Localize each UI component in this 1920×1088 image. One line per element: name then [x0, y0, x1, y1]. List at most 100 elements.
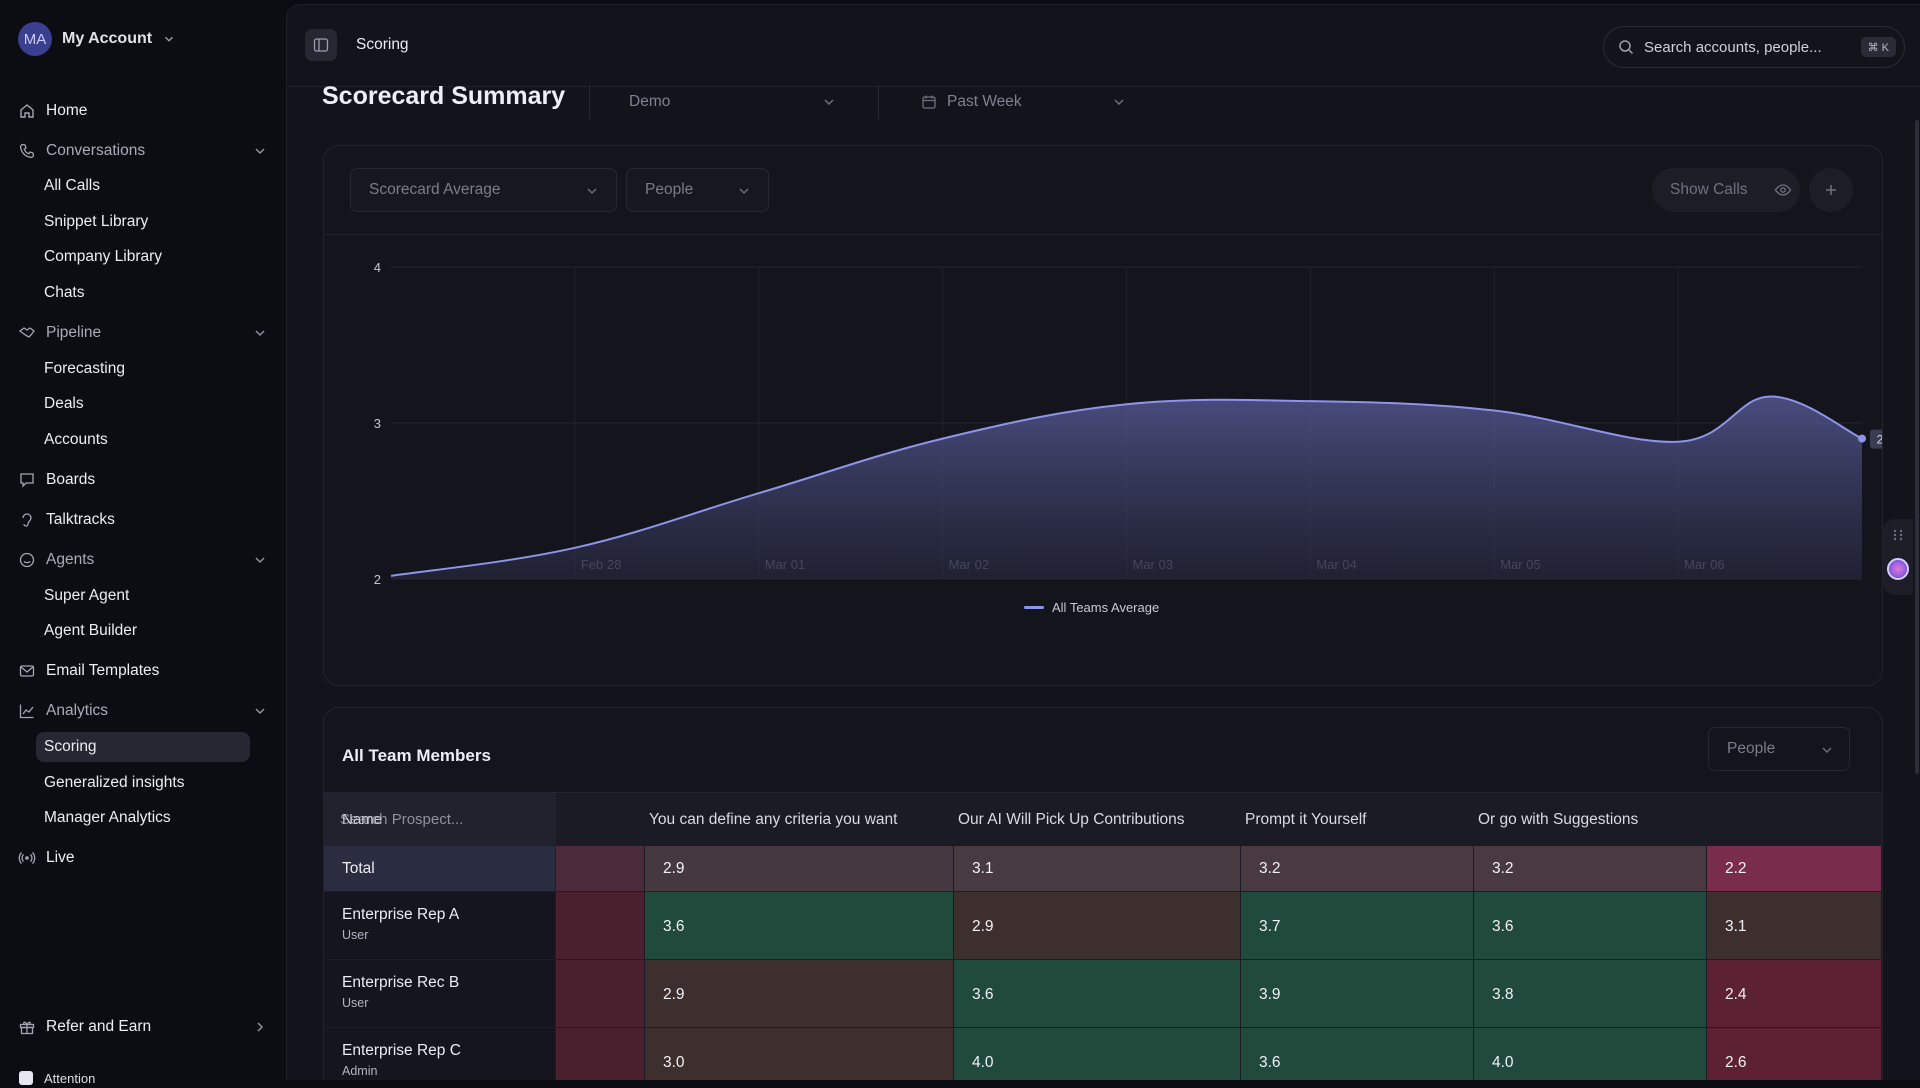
workspace-select-value: Demo — [629, 93, 671, 110]
score-cell[interactable]: 3.1 — [954, 846, 1241, 891]
data-label-badge — [1870, 429, 1882, 449]
chevron-down-icon — [165, 36, 174, 42]
sidebar-item-boards[interactable]: Boards — [18, 465, 268, 495]
member-role: User — [342, 928, 369, 942]
sidebar-section-label: Conversations — [46, 142, 146, 159]
sidebar-item-refer-and-earn[interactable]: Refer and Earn — [18, 1012, 268, 1042]
score-cell[interactable]: 4.0 — [954, 1028, 1241, 1080]
score-cell[interactable]: 2.9 — [954, 892, 1241, 959]
sidebar-item-chats[interactable]: Chats — [44, 284, 85, 301]
chevron-down-icon — [587, 188, 597, 195]
name-cell: Enterprise Rep C Admin — [324, 1028, 556, 1080]
score-cell[interactable] — [556, 846, 645, 891]
sidebar-section-pipeline[interactable]: Pipeline — [18, 318, 268, 348]
name-cell: Total — [324, 846, 556, 891]
score-cell[interactable]: 2.9 — [645, 960, 954, 1027]
sidebar-item-label: Boards — [46, 471, 96, 488]
metric-select[interactable]: Scorecard Average — [350, 168, 617, 212]
score-cell[interactable]: 3.2 — [1241, 846, 1474, 891]
table-row[interactable]: Enterprise Rep C Admin 3.0 4.0 3.6 4.0 2.6 — [324, 1028, 1882, 1080]
sidebar-section-analytics[interactable]: Analytics — [18, 696, 268, 726]
series-line[interactable] — [390, 395, 1863, 577]
sidebar-item-company-library[interactable]: Company Library — [44, 248, 163, 265]
name-search-placeholder: Search Prospect... — [340, 811, 464, 828]
column-header[interactable]: Or go with Suggestions — [1478, 811, 1639, 828]
sidebar-section-agents[interactable]: Agents — [18, 545, 268, 575]
smile-icon — [19, 552, 35, 568]
search-input[interactable]: Search accounts, people... ⌘ K — [1603, 26, 1905, 68]
sidebar-item-deals[interactable]: Deals — [44, 395, 84, 412]
sidebar-item-all-calls[interactable]: All Calls — [44, 177, 100, 194]
score-cell[interactable]: 4.0 — [1474, 1028, 1707, 1080]
score-cell[interactable]: 3.0 — [645, 1028, 954, 1080]
table-row-total[interactable]: Total 2.9 3.1 3.2 3.2 2.2 — [324, 846, 1882, 892]
score-value: 3.0 — [663, 1054, 685, 1071]
chevron-down-icon — [824, 99, 834, 106]
y-tick-label: 3 — [374, 416, 381, 431]
toggle-sidebar-button[interactable] — [305, 29, 337, 61]
drag-handle-icon — [1893, 529, 1903, 541]
score-cell[interactable] — [556, 892, 645, 959]
scrollbar[interactable] — [1915, 120, 1919, 774]
sidebar-item-forecasting[interactable]: Forecasting — [44, 360, 125, 377]
chevron-down-icon — [255, 708, 265, 715]
sidebar-item-talktracks[interactable]: Talktracks — [18, 505, 268, 535]
account-switcher[interactable]: MA My Account — [18, 21, 176, 57]
score-cell[interactable]: 3.1 — [1707, 892, 1882, 959]
score-cell[interactable]: 3.7 — [1241, 892, 1474, 959]
team-group-select[interactable]: People — [1708, 727, 1850, 771]
sidebar-section-conversations[interactable]: Conversations — [18, 136, 268, 166]
column-header[interactable]: Prompt it Yourself — [1245, 811, 1367, 828]
workspace-select[interactable]: Demo — [629, 85, 837, 119]
score-cell[interactable]: 2.9 — [645, 846, 954, 891]
column-header[interactable]: Our AI Will Pick Up Contributions — [958, 811, 1185, 828]
score-cell[interactable]: 3.6 — [954, 960, 1241, 1027]
sidebar-item-snippet-library[interactable]: Snippet Library — [44, 213, 149, 230]
score-value: 3.8 — [1492, 986, 1514, 1003]
sidebar-item-home[interactable]: Home — [18, 96, 268, 126]
add-chart-button[interactable] — [1809, 168, 1853, 212]
total-label: Total — [342, 860, 375, 877]
column-header[interactable]: You can define any criteria you want — [649, 811, 898, 828]
sidebar-item-agent-builder[interactable]: Agent Builder — [44, 622, 138, 639]
score-cell[interactable]: 3.6 — [645, 892, 954, 959]
sidebar-item-scoring[interactable]: Scoring — [36, 732, 250, 762]
score-cell[interactable] — [556, 960, 645, 1027]
y-tick-label: 4 — [374, 260, 381, 275]
sidebar-item-generalized-insights[interactable]: Generalized insights — [44, 774, 185, 791]
assistant-widget[interactable] — [1883, 519, 1913, 595]
member-role: User — [342, 996, 369, 1010]
sidebar-item-super-agent[interactable]: Super Agent — [44, 587, 130, 604]
sidebar-item-live[interactable]: Live — [18, 843, 268, 873]
score-cell[interactable]: 3.2 — [1474, 846, 1707, 891]
show-calls-button[interactable]: Show Calls — [1652, 168, 1800, 212]
sidebar-item-accounts[interactable]: Accounts — [44, 431, 108, 448]
score-cell[interactable] — [556, 1028, 645, 1080]
score-cell[interactable]: 2.2 — [1707, 846, 1882, 891]
name-column-label: Name — [342, 811, 383, 828]
table-row[interactable]: Enterprise Rec B User 2.9 3.6 3.9 3.8 2.4 — [324, 960, 1882, 1028]
breadcrumb: Scoring — [356, 36, 409, 53]
score-cell[interactable]: 3.6 — [1474, 892, 1707, 959]
name-column-header[interactable]: Search Prospect... Name — [324, 793, 556, 847]
assistant-orb-icon[interactable] — [1887, 558, 1909, 580]
score-cell[interactable]: 3.8 — [1474, 960, 1707, 1027]
team-group-select-value: People — [1727, 740, 1776, 757]
table-row[interactable]: Enterprise Rep A User 3.6 2.9 3.7 3.6 3.1 — [324, 892, 1882, 960]
data-point[interactable] — [1858, 434, 1866, 443]
chevron-right-icon — [257, 1022, 264, 1032]
sidebar-item-manager-analytics[interactable]: Manager Analytics — [44, 809, 171, 826]
group-select[interactable]: People — [626, 168, 769, 212]
score-cell[interactable]: 2.6 — [1707, 1028, 1882, 1080]
score-cell[interactable]: 2.4 — [1707, 960, 1882, 1027]
sidebar-item-attention[interactable]: Attention — [18, 1068, 95, 1088]
member-name: Enterprise Rep A — [342, 906, 460, 923]
score-cell[interactable]: 3.9 — [1241, 960, 1474, 1027]
date-range-select[interactable]: Past Week — [921, 85, 1127, 119]
phone-icon — [19, 143, 35, 159]
score-value: 4.0 — [1492, 1054, 1514, 1071]
data-label: 2.9 — [1877, 433, 1882, 447]
score-cell[interactable]: 3.6 — [1241, 1028, 1474, 1080]
sidebar-item-email-templates[interactable]: Email Templates — [18, 656, 268, 686]
sidebar-item-label: Attention — [44, 1070, 96, 1086]
